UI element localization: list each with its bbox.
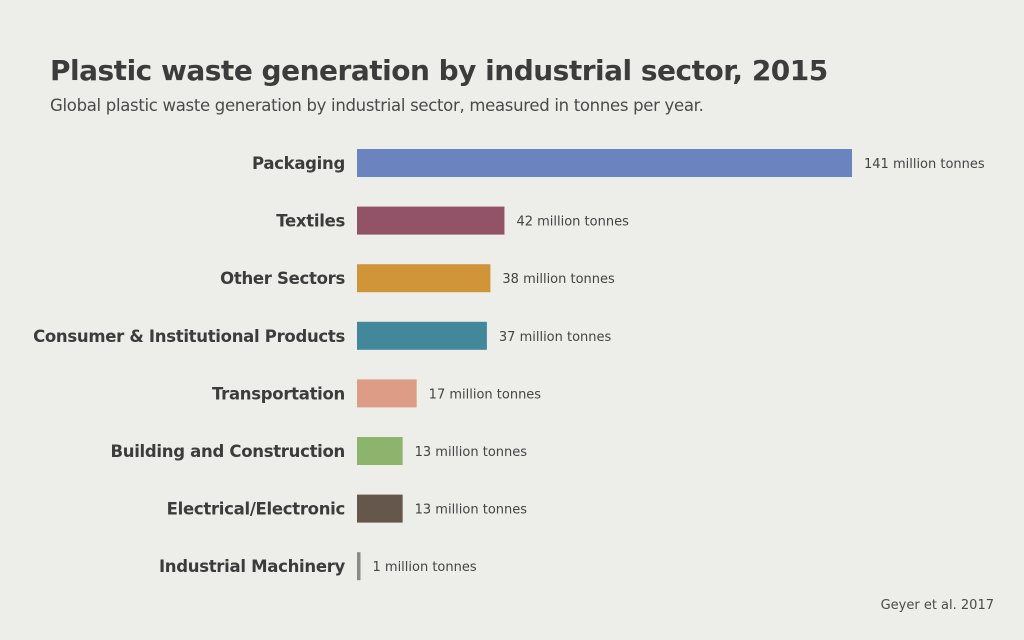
category-label: Building and Construction <box>110 442 345 461</box>
chart-title: Plastic waste generation by industrial s… <box>50 54 828 87</box>
value-label: 17 million tonnes <box>429 387 542 402</box>
value-label: 141 million tonnes <box>864 157 985 172</box>
bar <box>357 206 505 235</box>
value-label: 37 million tonnes <box>499 330 612 345</box>
value-label: 42 million tonnes <box>516 215 629 230</box>
value-label: 13 million tonnes <box>415 503 528 518</box>
bar <box>357 149 852 177</box>
source-note: Geyer et al. 2017 <box>880 598 994 613</box>
bar <box>357 437 403 465</box>
bar <box>357 264 491 293</box>
category-label: Electrical/Electronic <box>167 500 345 519</box>
category-label: Other Sectors <box>220 269 345 288</box>
category-label: Transportation <box>212 384 345 403</box>
value-label: 38 million tonnes <box>502 272 615 287</box>
value-label: 13 million tonnes <box>415 445 528 460</box>
bar <box>357 379 417 408</box>
value-label: 1 million tonnes <box>373 560 477 575</box>
chart-subtitle: Global plastic waste generation by indus… <box>50 96 704 115</box>
bar <box>357 321 487 350</box>
bar <box>357 552 361 581</box>
category-label: Packaging <box>252 154 345 173</box>
category-label: Industrial Machinery <box>159 557 346 576</box>
category-label: Consumer & Institutional Products <box>33 327 345 346</box>
bar <box>357 494 403 523</box>
category-label: Textiles <box>276 212 345 231</box>
